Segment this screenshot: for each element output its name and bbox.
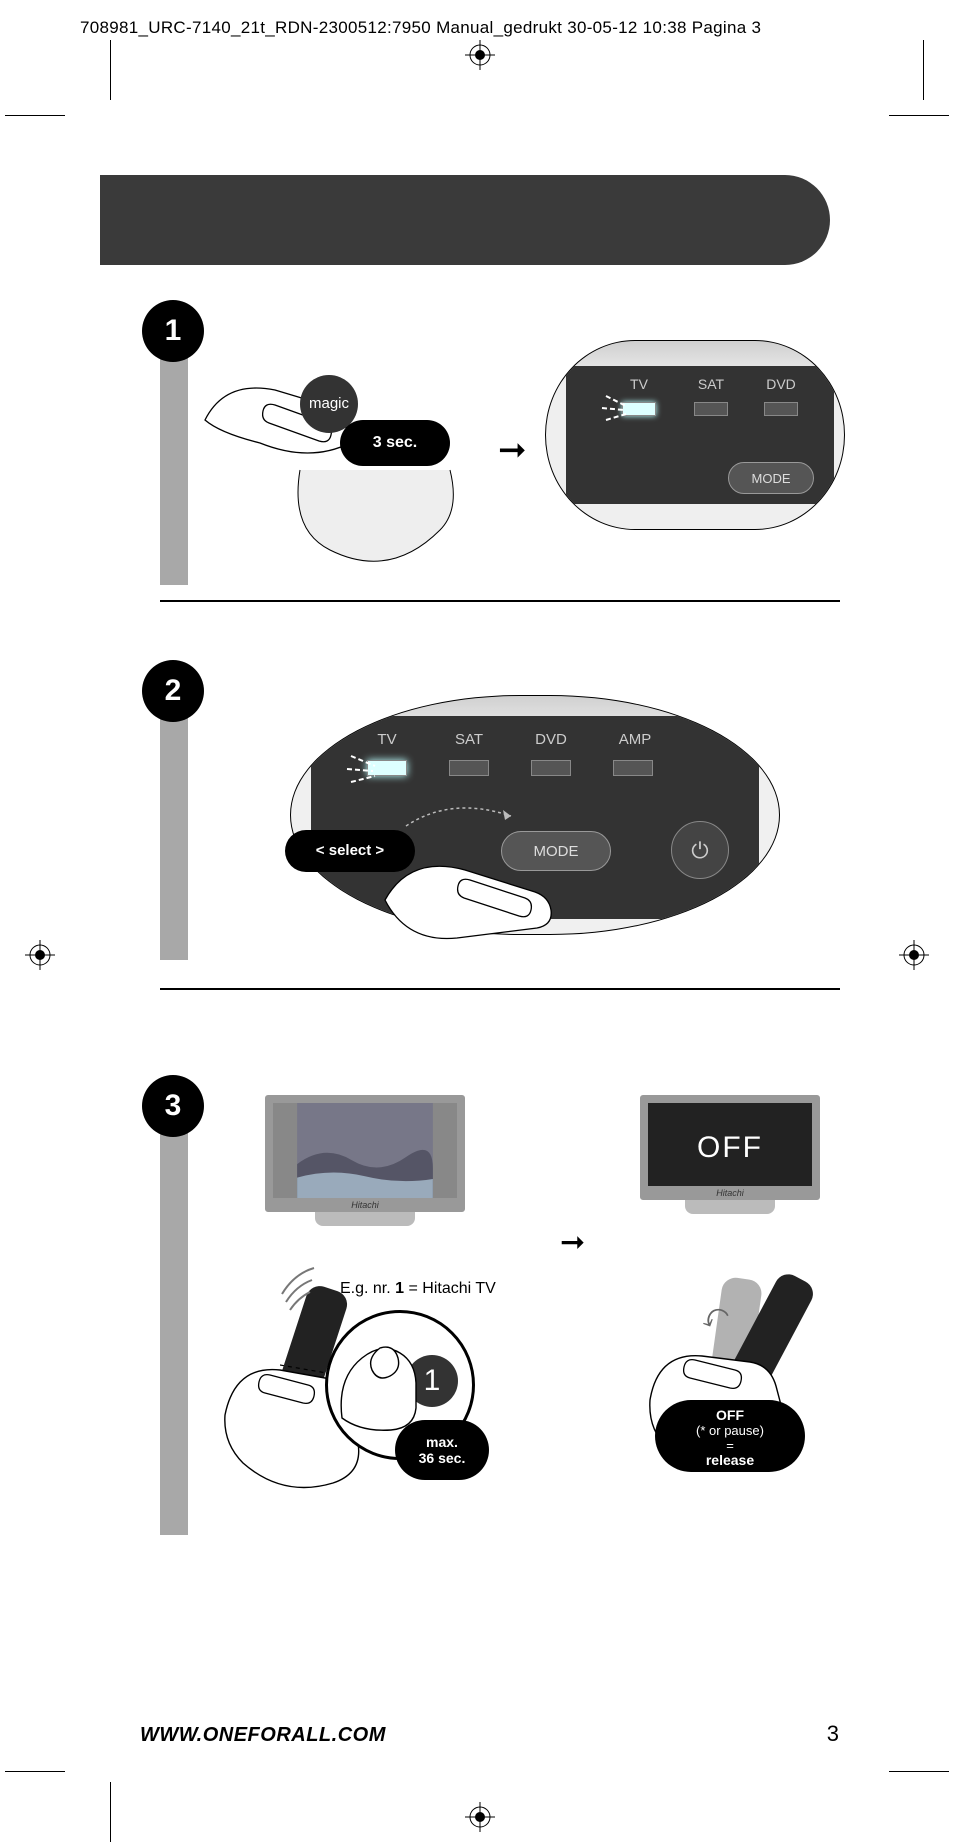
led-slot-sat <box>694 402 728 416</box>
release-pause: (* or pause) <box>655 1423 805 1438</box>
crop-mark <box>923 40 924 100</box>
led-slot-amp <box>613 760 653 776</box>
led-flash-icon <box>596 388 656 428</box>
tv-brand-label: Hitachi <box>273 1200 457 1210</box>
led-slot-dvd <box>764 402 798 416</box>
led-slot-sat <box>449 760 489 776</box>
hand-press-mode-icon <box>375 810 595 950</box>
ir-signal-icon <box>280 1260 330 1320</box>
release-badge: OFF (* or pause) = release <box>655 1400 805 1472</box>
arrow-right-icon: ➞ <box>498 430 527 470</box>
release-off: OFF <box>655 1408 805 1423</box>
release-eq: = <box>655 1438 805 1453</box>
mode-button: MODE <box>728 462 814 494</box>
select-badge: < select > <box>285 830 415 872</box>
registration-mark-icon <box>25 940 55 970</box>
thumb-press-icon <box>332 1328 422 1438</box>
device-label-sat: SAT <box>441 731 497 748</box>
power-button-icon: ⏻ <box>671 821 729 879</box>
tv-on-icon: Hitachi <box>265 1095 465 1245</box>
max-line1: max. <box>395 1434 489 1450</box>
crop-mark <box>889 115 949 116</box>
hold-duration-badge: 3 sec. <box>340 420 450 466</box>
registration-mark-icon <box>899 940 929 970</box>
tv-off-text: OFF <box>648 1103 812 1193</box>
device-label-dvd: DVD <box>756 376 806 392</box>
crop-mark <box>110 1782 111 1842</box>
step-number-badge: 2 <box>142 660 204 722</box>
page-number: 3 <box>827 1721 839 1747</box>
footer-url: WWW.ONEFORALL.COM <box>140 1724 386 1747</box>
registration-mark-icon <box>465 40 495 70</box>
section-title-bar <box>100 175 830 265</box>
crop-mark <box>889 1771 949 1772</box>
print-header: 708981_URC-7140_21t_RDN-2300512:7950 Man… <box>80 18 761 38</box>
max-duration-badge: max. 36 sec. <box>395 1420 489 1480</box>
step-bar <box>160 1095 188 1535</box>
step-number-badge: 3 <box>142 1075 204 1137</box>
tv-off-icon: OFF Hitachi <box>640 1095 820 1230</box>
led-slot-dvd <box>531 760 571 776</box>
separator <box>160 988 840 990</box>
crop-mark <box>5 1771 65 1772</box>
registration-mark-icon <box>465 1802 495 1832</box>
crop-mark <box>110 40 111 100</box>
crop-mark <box>5 115 65 116</box>
tv-brand-label: Hitachi <box>648 1188 812 1198</box>
release-word: release <box>655 1453 805 1468</box>
device-label-amp: AMP <box>607 731 663 748</box>
separator <box>160 600 840 602</box>
max-line2: 36 sec. <box>395 1450 489 1466</box>
device-label-sat: SAT <box>686 376 736 392</box>
remote-top-closeup: TV SAT DVD MODE <box>545 340 845 530</box>
device-label-dvd: DVD <box>523 731 579 748</box>
step-bar <box>160 680 188 960</box>
example-suffix: = Hitachi TV <box>404 1280 496 1297</box>
arrow-right-icon: ➞ <box>560 1225 585 1260</box>
